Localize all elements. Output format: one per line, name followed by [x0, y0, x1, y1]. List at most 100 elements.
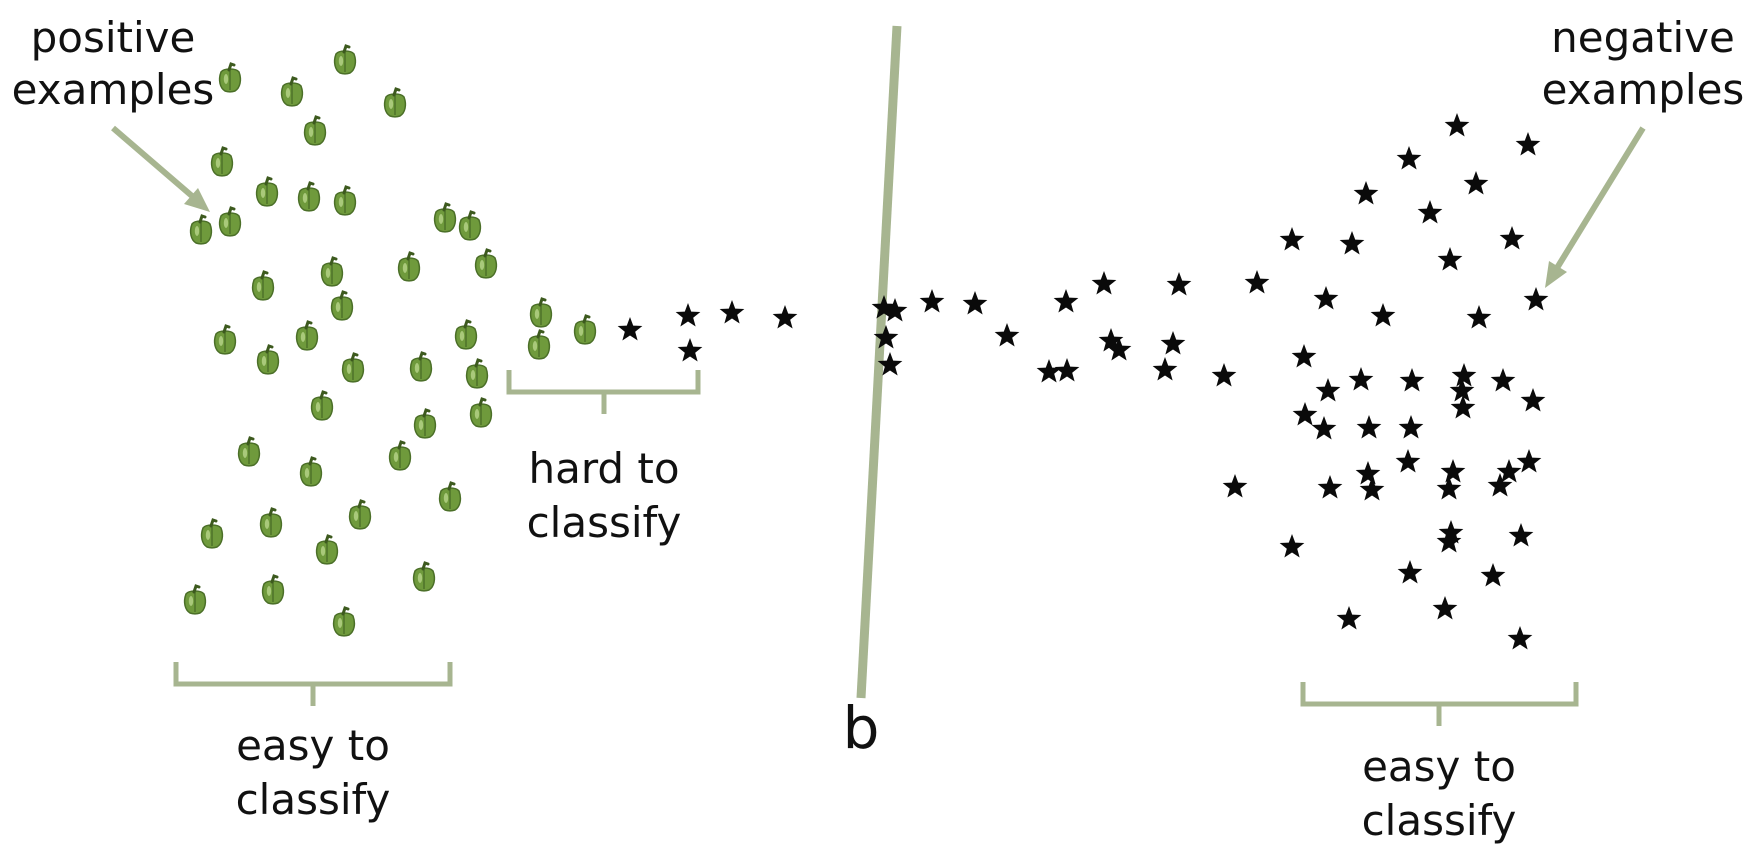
boundary-label: b	[843, 694, 880, 762]
bell-pepper-icon	[261, 574, 285, 605]
star-icon	[1507, 626, 1533, 650]
negative-label-line1: negative	[1551, 13, 1735, 62]
bell-pepper-icon	[299, 456, 323, 487]
star-icon	[1520, 388, 1546, 412]
star-icon	[1499, 226, 1525, 250]
star-icon	[1211, 363, 1237, 387]
star-icon	[1440, 459, 1466, 483]
bell-pepper-icon	[189, 214, 213, 245]
easy-right-label: easy to classify	[1362, 742, 1517, 845]
bell-pepper-icon	[330, 290, 354, 321]
hard-brace	[506, 370, 701, 414]
star-icon	[1436, 476, 1462, 500]
star-icon	[1359, 477, 1385, 501]
star-icon	[919, 289, 945, 313]
star-icon	[1466, 305, 1492, 329]
easy-left-label-line2: classify	[236, 775, 391, 824]
star-icon	[1480, 563, 1506, 587]
bell-pepper-icon	[213, 324, 237, 355]
bell-pepper-icon	[256, 344, 280, 375]
star-icon	[1450, 395, 1476, 419]
star-icon	[1396, 146, 1422, 170]
bell-pepper-icon	[465, 358, 489, 389]
bell-pepper-icon	[527, 329, 551, 360]
bell-pepper-icon	[200, 518, 224, 549]
negative-examples-cluster	[617, 113, 1549, 650]
star-icon	[1311, 416, 1337, 440]
bell-pepper-icon	[474, 248, 498, 279]
positive-label-line1: positive	[31, 13, 196, 62]
easy-right-label-line1: easy to	[1362, 742, 1516, 791]
star-icon	[1244, 270, 1270, 294]
star-icon	[871, 295, 897, 319]
easy-left-brace	[173, 662, 453, 706]
bell-pepper-icon	[295, 320, 319, 351]
bell-pepper-icon	[454, 319, 478, 350]
bell-pepper-icon	[383, 87, 407, 118]
star-icon	[617, 317, 643, 341]
easy-right-label-line2: classify	[1362, 796, 1517, 845]
bell-pepper-icon	[237, 436, 261, 467]
star-icon	[1487, 473, 1513, 497]
star-icon	[1463, 171, 1489, 195]
positive-examples-cluster	[183, 44, 597, 637]
bell-pepper-icon	[218, 62, 242, 93]
star-icon	[677, 338, 703, 362]
bell-pepper-icon	[341, 352, 365, 383]
bell-pepper-icon	[458, 210, 482, 241]
bell-pepper-icon	[333, 185, 357, 216]
hard-to-classify-label: hard to classify	[527, 444, 682, 547]
star-icon	[1496, 459, 1522, 483]
star-icon	[1397, 560, 1423, 584]
bell-pepper-icon	[409, 351, 433, 382]
star-icon	[719, 300, 745, 324]
star-icon	[1336, 606, 1362, 630]
star-icon	[1490, 368, 1516, 392]
star-icon	[1106, 337, 1132, 361]
star-icon	[1444, 113, 1470, 137]
easy-left-label: easy to classify	[236, 721, 391, 824]
star-icon	[1313, 286, 1339, 310]
star-icon	[1395, 449, 1421, 473]
negative-examples-label: negative examples	[1542, 13, 1745, 114]
bell-pepper-icon	[255, 176, 279, 207]
star-icon	[1508, 523, 1534, 547]
star-icon	[1279, 227, 1305, 251]
star-icon	[1523, 287, 1549, 311]
bell-pepper-icon	[433, 202, 457, 233]
bell-pepper-icon	[573, 314, 597, 345]
star-icon	[1348, 367, 1374, 391]
star-icon	[1355, 461, 1381, 485]
star-icon	[1091, 271, 1117, 295]
star-icon	[873, 325, 899, 349]
star-icon	[994, 323, 1020, 347]
bell-pepper-icon	[348, 499, 372, 530]
star-icon	[1222, 474, 1248, 498]
star-icon	[1339, 231, 1365, 255]
star-icon	[1291, 344, 1317, 368]
negative-pointer-arrow	[1545, 126, 1646, 288]
positive-label-line2: examples	[12, 65, 215, 114]
star-icon	[1515, 132, 1541, 156]
negative-label-line2: examples	[1542, 65, 1745, 114]
bell-pepper-icon	[218, 206, 242, 237]
star-icon	[1036, 359, 1062, 383]
star-icon	[772, 305, 798, 329]
star-icon	[1437, 247, 1463, 271]
bell-pepper-icon	[388, 440, 412, 471]
star-icon	[1399, 368, 1425, 392]
star-icon	[1449, 378, 1475, 402]
bell-pepper-icon	[333, 44, 357, 75]
bell-pepper-icon	[332, 606, 356, 637]
star-icon	[877, 352, 903, 376]
star-icon	[1166, 272, 1192, 296]
bell-pepper-icon	[210, 146, 234, 177]
star-icon	[1054, 358, 1080, 382]
bell-pepper-icon	[183, 584, 207, 615]
star-icon	[1353, 181, 1379, 205]
easy-right-brace	[1300, 682, 1579, 726]
bell-pepper-icon	[251, 270, 275, 301]
bell-pepper-icon	[438, 481, 462, 512]
star-icon	[882, 298, 908, 322]
